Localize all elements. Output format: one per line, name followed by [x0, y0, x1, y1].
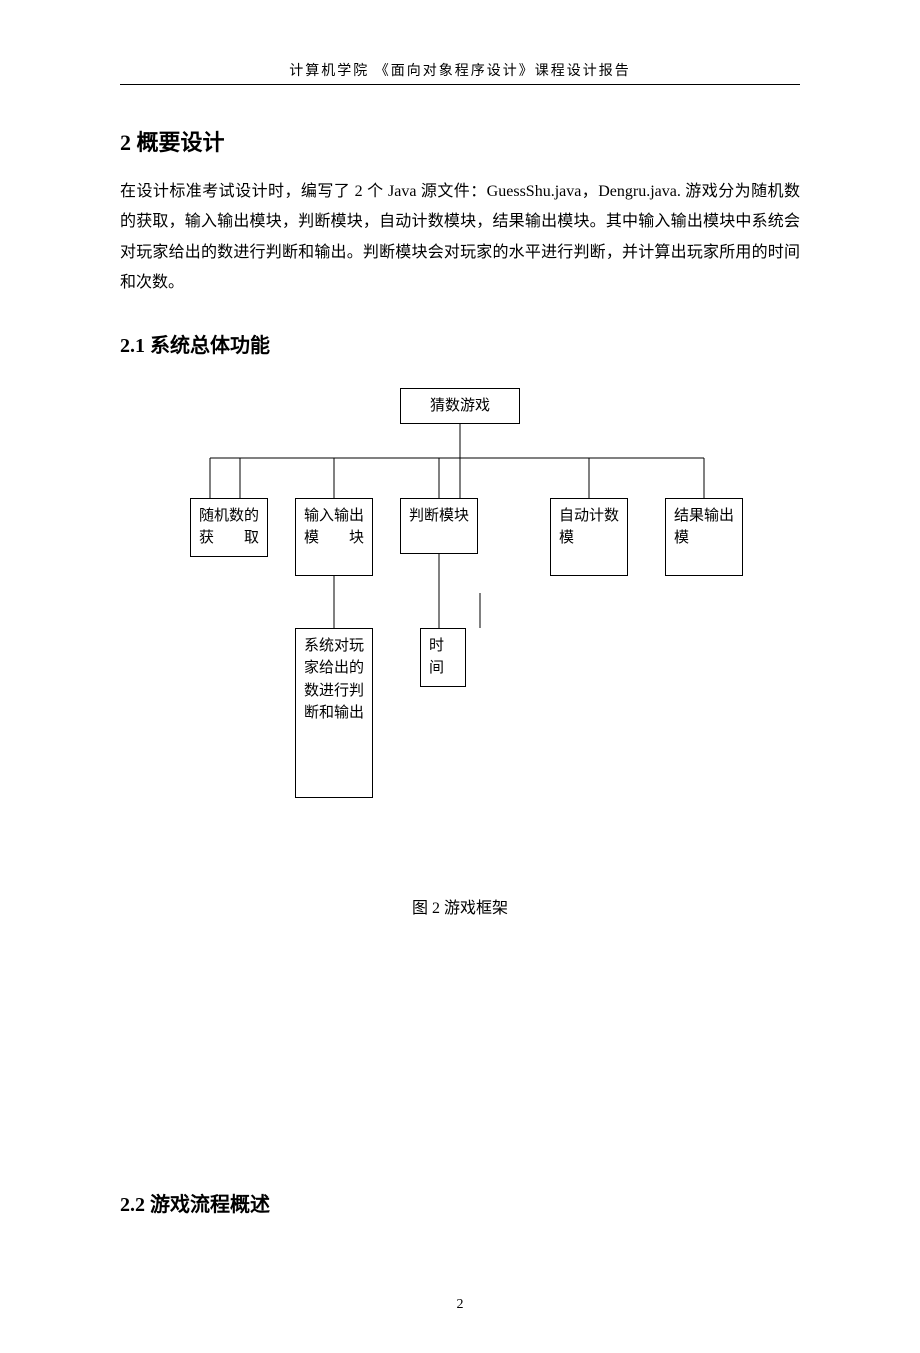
diagram-node-n4: 自动计数模	[550, 498, 628, 576]
diagram-node-root: 猜数游戏	[400, 388, 520, 425]
intro-paragraph: 在设计标准考试设计时，编写了 2 个 Java 源文件：GuessShu.jav…	[120, 177, 800, 299]
figure-caption: 图 2 游戏框架	[120, 894, 800, 918]
hierarchy-diagram: 猜数游戏随机数的获取输入输出模块判断模块 自动计数模结果输出模系统对玩家给出的数进…	[120, 388, 800, 888]
page-header: 计算机学院 《面向对象程序设计》课程设计报告	[120, 60, 800, 85]
page-number: 2	[120, 1297, 800, 1313]
diagram-node-n5: 结果输出模	[665, 498, 743, 576]
diagram-node-n2a: 系统对玩家给出的数进行判断和输出	[295, 628, 373, 798]
heading-2-2: 2.2 游戏流程概述	[120, 1188, 800, 1217]
diagram-node-n2: 输入输出模块	[295, 498, 373, 576]
diagram-node-n3: 判断模块	[400, 498, 478, 554]
spacer	[120, 918, 800, 1158]
diagram-node-n1: 随机数的获取	[190, 498, 268, 557]
page: 计算机学院 《面向对象程序设计》课程设计报告 2 概要设计 在设计标准考试设计时…	[0, 0, 920, 1353]
heading-2: 2 概要设计	[120, 125, 800, 157]
heading-2-1: 2.1 系统总体功能	[120, 329, 800, 358]
diagram-node-n3a: 时间	[420, 628, 466, 687]
